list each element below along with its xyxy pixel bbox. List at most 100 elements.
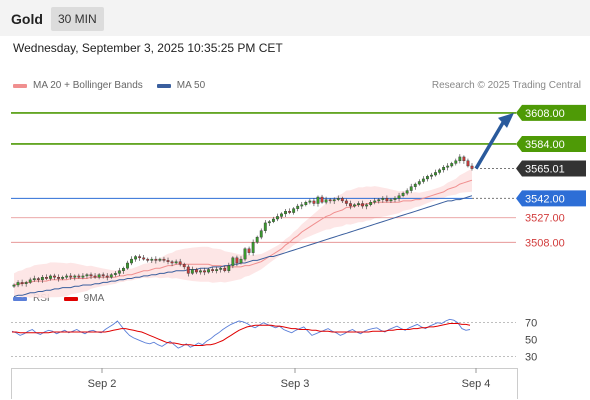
candle-body [251, 242, 255, 253]
candle [77, 273, 81, 279]
candle-body [470, 165, 474, 169]
candle [434, 169, 437, 177]
candle [223, 265, 227, 273]
candle-body [24, 282, 28, 284]
candle-body [207, 269, 210, 273]
candle [373, 198, 377, 205]
candle-body [267, 221, 271, 224]
candle-body [312, 200, 316, 204]
candle [340, 196, 344, 203]
candle [57, 274, 60, 282]
candle [308, 198, 312, 205]
candle [357, 201, 360, 207]
candle [178, 258, 182, 267]
candle-body [308, 200, 312, 203]
candle [369, 200, 373, 207]
candle [462, 155, 466, 164]
candle [154, 256, 158, 264]
candle [162, 256, 166, 263]
candle-body [442, 167, 446, 171]
candle [255, 235, 259, 244]
candle [312, 198, 316, 207]
candle-body [401, 192, 405, 196]
candle [324, 196, 328, 205]
candle [97, 273, 101, 280]
candle [284, 209, 287, 217]
moving-average-layer [13, 179, 473, 298]
candle-body [203, 270, 206, 273]
candle [49, 274, 52, 281]
ma50-swatch [156, 83, 171, 88]
x-tick-label-1: Sep 3 [281, 378, 310, 390]
candle [247, 246, 251, 256]
candle-body [182, 264, 186, 268]
candle [470, 163, 474, 171]
rsi-tick-30: 30 [525, 352, 537, 364]
candle [267, 220, 271, 227]
time-axis: Sep 2 Sep 3 Sep 4 [88, 368, 490, 390]
candle [381, 196, 385, 203]
candle-body [292, 208, 296, 213]
candle-body [93, 275, 97, 278]
rsi-ma-swatch [63, 296, 78, 301]
x-tick-label-0: Sep 2 [88, 378, 117, 390]
candle [377, 198, 381, 204]
candle-body [344, 200, 348, 204]
candle-body [85, 274, 89, 277]
candle [348, 200, 352, 210]
candle-body [320, 196, 324, 203]
candle [389, 198, 393, 203]
candle-body [296, 205, 300, 209]
level-label-3: 3542.00 [525, 193, 565, 205]
candle-body [194, 269, 198, 273]
candle-body [409, 186, 413, 191]
candle-body [227, 265, 231, 271]
candle [446, 163, 450, 171]
candle-body [73, 275, 77, 278]
candle [215, 266, 219, 274]
candle [109, 273, 113, 279]
candle-body [239, 258, 243, 264]
rsi-tick-70: 70 [525, 318, 537, 330]
candle [24, 280, 28, 287]
candle-body [434, 172, 437, 176]
timeframe-badge[interactable]: 30 MIN [51, 7, 104, 31]
candle-body [146, 258, 150, 261]
candle-body [130, 258, 133, 264]
candle-body [393, 198, 397, 200]
candle [450, 161, 454, 168]
candle-body [373, 200, 377, 203]
candle-body [190, 269, 194, 274]
candle [385, 195, 389, 203]
candle [328, 198, 332, 204]
candle-body [57, 277, 60, 279]
candle [243, 247, 247, 262]
candle-body [215, 269, 219, 271]
candle-body [219, 267, 223, 270]
candle [12, 283, 16, 288]
candle [134, 254, 138, 262]
rsi-legend-label: RSI [33, 293, 50, 304]
projection-arrow-shaft [474, 120, 506, 170]
candle-body [126, 262, 129, 269]
candle [426, 174, 429, 182]
datetime-label: Wednesday, September 3, 2025 10:35:25 PM… [13, 41, 283, 55]
candle [316, 195, 320, 207]
candle-body [276, 216, 279, 220]
candle-body [77, 275, 81, 278]
candle-body [81, 275, 85, 278]
candle-body [304, 202, 308, 205]
candle [401, 191, 405, 198]
candle [40, 275, 44, 283]
candle-body [421, 178, 425, 182]
candle [405, 188, 409, 196]
candle-body [40, 277, 44, 281]
candle-body [154, 258, 158, 261]
candle [454, 158, 458, 166]
candle [288, 208, 292, 215]
rsi-tick-50: 50 [525, 335, 537, 347]
candle-body [316, 196, 320, 204]
candle [122, 266, 125, 274]
candle-body [365, 204, 369, 207]
